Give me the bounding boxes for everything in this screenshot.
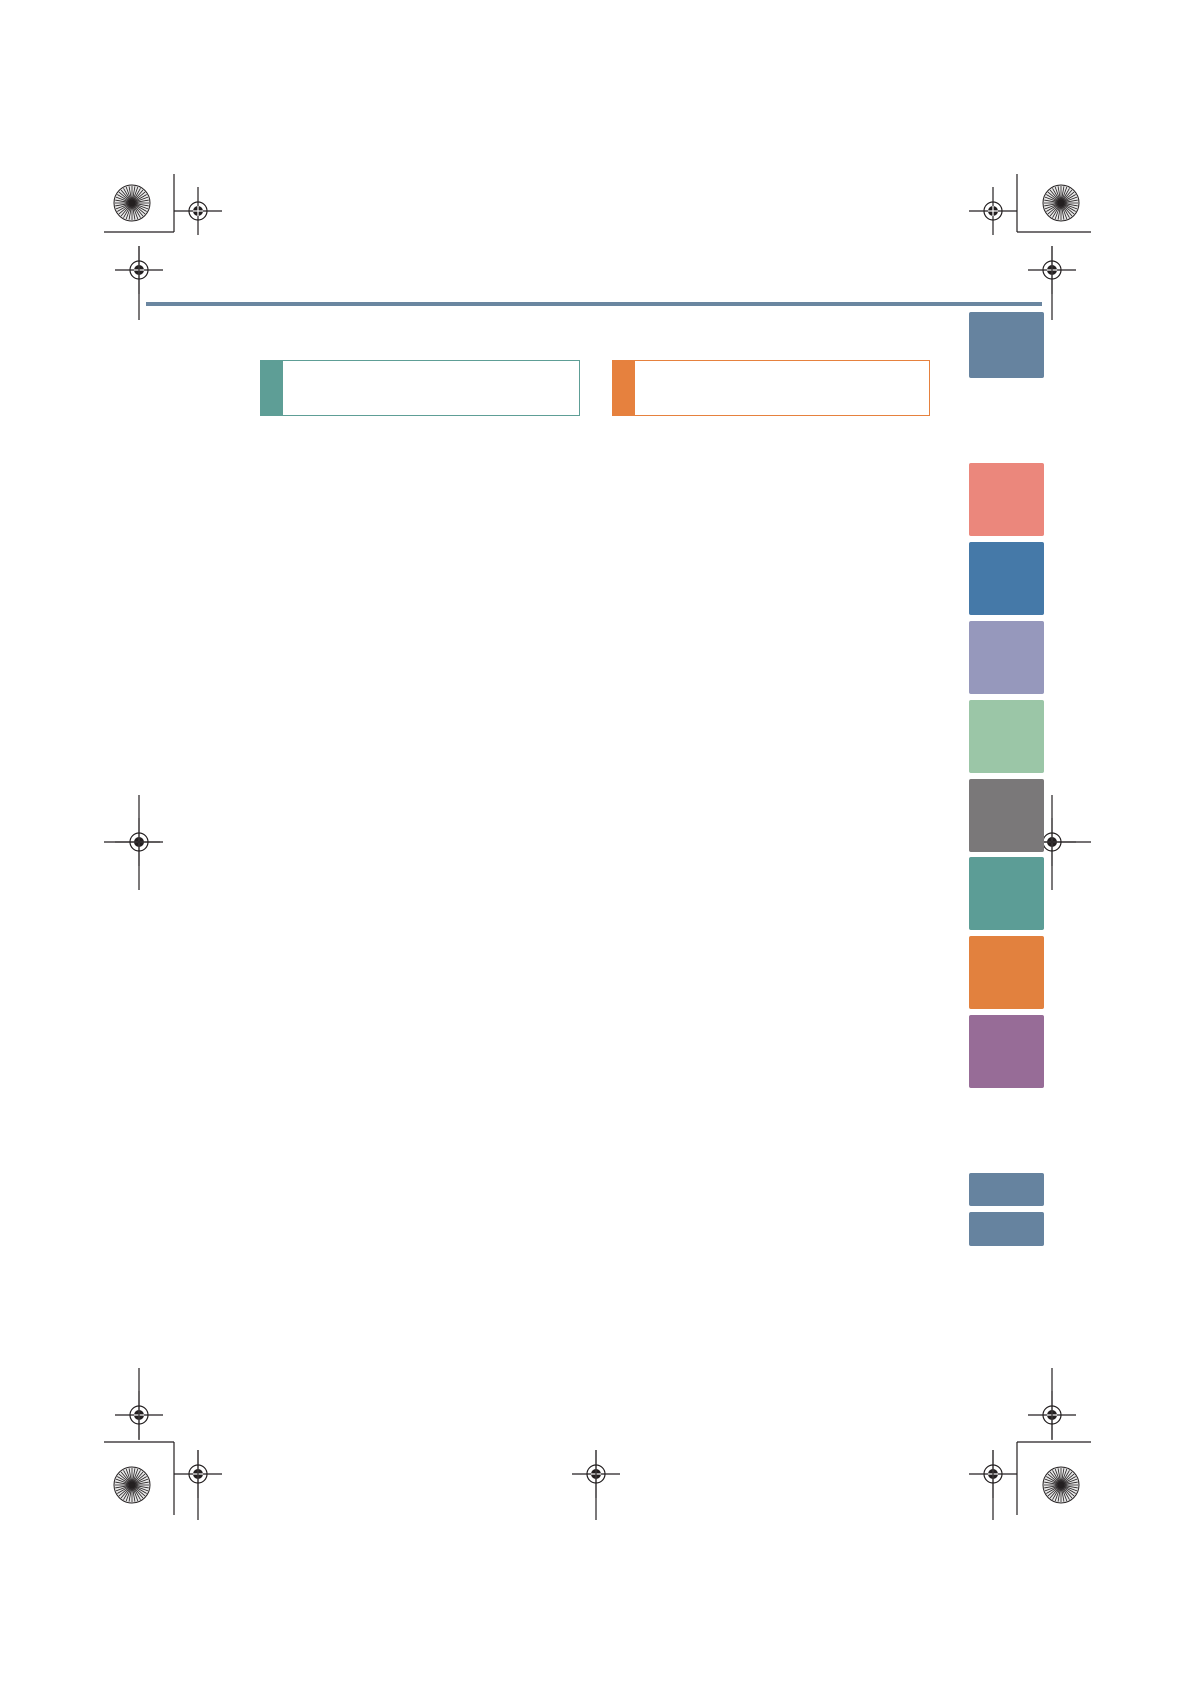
section-tab-6[interactable] bbox=[969, 779, 1044, 852]
header-rule bbox=[146, 302, 1042, 306]
section-tab-1[interactable] bbox=[969, 312, 1044, 378]
section-tab-9[interactable] bbox=[969, 1015, 1044, 1088]
registration-target-top-inner-right-icon bbox=[969, 187, 1017, 235]
section-tab-3[interactable] bbox=[969, 542, 1044, 615]
section-box-right-accent bbox=[613, 361, 635, 415]
registration-target-top-inner-left-icon bbox=[174, 187, 222, 235]
section-box-left bbox=[260, 360, 580, 416]
section-tab-7[interactable] bbox=[969, 857, 1044, 930]
color-bar-bottom-left-icon bbox=[113, 1466, 151, 1504]
section-tab-4[interactable] bbox=[969, 621, 1044, 694]
color-bar-top-right-icon bbox=[1042, 184, 1080, 222]
color-bar-bottom-right-icon bbox=[1042, 1466, 1080, 1504]
section-tab-11[interactable] bbox=[969, 1212, 1044, 1246]
section-tab-5[interactable] bbox=[969, 700, 1044, 773]
color-bar-top-left-icon bbox=[113, 184, 151, 222]
section-tab-8[interactable] bbox=[969, 936, 1044, 1009]
section-box-left-accent bbox=[261, 361, 283, 415]
section-tab-10[interactable] bbox=[969, 1173, 1044, 1206]
section-tab-2[interactable] bbox=[969, 463, 1044, 536]
section-box-right bbox=[612, 360, 930, 416]
